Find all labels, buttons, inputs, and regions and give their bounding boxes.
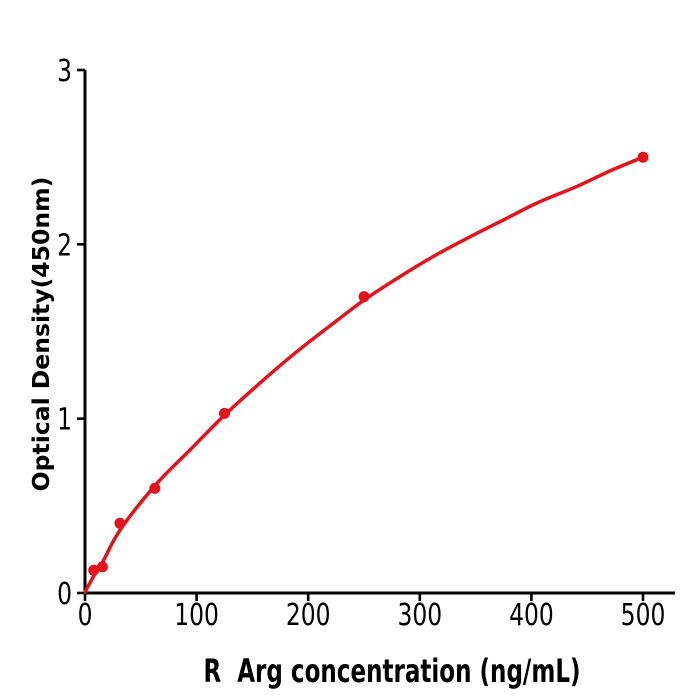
axes	[77, 68, 675, 601]
data-point	[219, 407, 230, 419]
data-point	[637, 151, 649, 163]
data-point	[88, 564, 100, 576]
data-point	[114, 517, 126, 529]
x-tick-label: 200	[286, 598, 331, 633]
x-tick-label: 500	[621, 598, 666, 633]
y-tick-label: 2	[57, 229, 72, 264]
tick-labels: 0 100 200 300 400 500 0 1 2 3	[57, 54, 665, 633]
x-tick-label: 100	[174, 598, 219, 633]
y-tick-label: 0	[57, 577, 72, 612]
y-axis-title: Optical Density(450nm)	[27, 177, 55, 492]
fit-curve-line	[83, 155, 645, 594]
data-point	[149, 482, 161, 494]
y-tick-label: 3	[57, 54, 72, 89]
data-points	[88, 151, 649, 576]
x-tick-label: 400	[509, 598, 554, 633]
data-point	[96, 561, 108, 573]
x-tick-label: 0	[78, 598, 93, 633]
y-tick-label: 1	[57, 403, 72, 438]
x-tick-label: 300	[397, 598, 442, 633]
data-point	[358, 291, 370, 303]
x-axis-title: R Arg concentration (ng/mL)	[203, 652, 580, 690]
